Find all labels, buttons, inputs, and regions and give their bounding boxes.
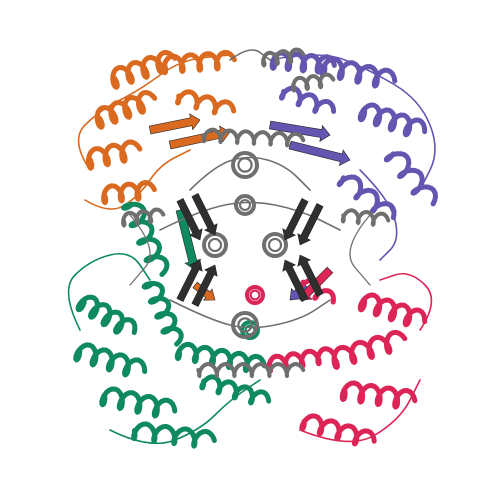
helix <box>73 342 148 378</box>
helix <box>201 127 306 148</box>
loop <box>379 272 433 331</box>
helix <box>266 346 337 374</box>
helix-end-on <box>231 311 259 339</box>
helix <box>340 208 391 227</box>
beta-strand <box>148 113 201 135</box>
helix <box>110 50 178 90</box>
helix <box>357 292 428 328</box>
helix-end-on <box>245 285 265 305</box>
helix-end-on <box>234 194 256 216</box>
beta-strand <box>288 140 351 167</box>
helix <box>199 374 272 406</box>
helix <box>121 207 166 228</box>
helix <box>196 362 306 378</box>
helix-end-on <box>231 151 259 179</box>
helix-end-on-inner <box>207 237 223 253</box>
helix <box>99 386 178 419</box>
helix <box>75 294 138 335</box>
beta-strand <box>297 254 324 298</box>
helix <box>291 72 336 93</box>
helix-end-on-inner <box>249 289 261 301</box>
helix <box>383 151 438 207</box>
beta-strand <box>191 192 218 236</box>
helix-end-on-inner <box>267 237 283 253</box>
helix <box>357 102 428 138</box>
helix <box>331 329 408 370</box>
beta-strand <box>268 120 331 143</box>
helix <box>131 421 217 449</box>
loop <box>349 214 371 286</box>
beta-strand <box>297 202 324 246</box>
chain-gray <box>121 47 391 378</box>
helix <box>336 174 397 221</box>
loop <box>67 252 151 331</box>
helix <box>141 280 184 347</box>
helix <box>86 139 143 171</box>
helix <box>175 89 237 116</box>
beta-strand <box>191 264 218 308</box>
chain-dark <box>176 192 324 308</box>
helix-end-on-inner <box>237 317 253 333</box>
helix <box>261 47 306 68</box>
helix <box>278 85 337 114</box>
helix <box>339 380 418 410</box>
helix <box>94 90 158 130</box>
loop <box>359 169 398 261</box>
helix <box>174 341 267 374</box>
helix <box>101 180 157 205</box>
loop <box>229 49 271 61</box>
chain-orange <box>77 49 237 301</box>
helix <box>319 56 398 89</box>
helix-end-on-inner <box>237 157 253 173</box>
beta-strand <box>282 197 309 241</box>
helix <box>161 49 237 76</box>
helix-end-on-inner <box>238 198 252 212</box>
helix-end-on <box>202 232 228 258</box>
loop <box>77 54 231 171</box>
beta-strand <box>176 259 203 303</box>
beta-strand <box>176 197 203 241</box>
helix-end-on <box>262 232 288 258</box>
chain-crimson <box>245 266 433 447</box>
helix <box>299 413 377 447</box>
beta-strand <box>282 259 309 303</box>
